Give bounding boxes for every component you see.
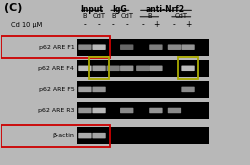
Bar xyxy=(2,125,110,147)
FancyBboxPatch shape xyxy=(92,87,106,92)
Bar xyxy=(77,127,209,144)
FancyBboxPatch shape xyxy=(149,108,162,113)
FancyBboxPatch shape xyxy=(168,108,181,113)
FancyBboxPatch shape xyxy=(120,108,134,113)
FancyBboxPatch shape xyxy=(149,44,162,50)
Bar xyxy=(77,102,209,119)
FancyBboxPatch shape xyxy=(78,108,92,113)
Text: -: - xyxy=(125,20,128,29)
FancyBboxPatch shape xyxy=(136,66,149,71)
Text: CdT: CdT xyxy=(92,13,106,19)
FancyBboxPatch shape xyxy=(120,44,134,50)
Text: -: - xyxy=(98,20,100,29)
FancyBboxPatch shape xyxy=(106,66,120,71)
FancyBboxPatch shape xyxy=(78,66,92,71)
Text: IgG: IgG xyxy=(112,5,127,15)
FancyBboxPatch shape xyxy=(92,44,106,50)
Text: Cd 10 μM: Cd 10 μM xyxy=(11,22,42,28)
Text: p62 ARE R3: p62 ARE R3 xyxy=(38,108,74,113)
FancyBboxPatch shape xyxy=(78,133,92,138)
Text: -: - xyxy=(112,20,114,29)
FancyBboxPatch shape xyxy=(181,44,195,50)
Text: β-actin: β-actin xyxy=(52,133,74,138)
Text: p62 ARE F4: p62 ARE F4 xyxy=(38,66,74,71)
Text: p62 ARE F1: p62 ARE F1 xyxy=(38,45,74,50)
FancyBboxPatch shape xyxy=(78,87,92,92)
Text: anti-Nrf2: anti-Nrf2 xyxy=(146,5,185,15)
Bar xyxy=(77,60,209,77)
Text: p62 ARE F5: p62 ARE F5 xyxy=(38,87,74,92)
Text: Input: Input xyxy=(80,5,104,15)
Text: B: B xyxy=(83,13,87,19)
Text: CdT: CdT xyxy=(175,13,188,19)
FancyBboxPatch shape xyxy=(120,66,134,71)
Text: B: B xyxy=(111,13,116,19)
Text: +: + xyxy=(153,20,159,29)
FancyBboxPatch shape xyxy=(181,66,195,71)
FancyBboxPatch shape xyxy=(149,66,162,71)
Bar xyxy=(77,39,209,56)
FancyBboxPatch shape xyxy=(78,44,92,50)
FancyBboxPatch shape xyxy=(181,87,195,92)
FancyBboxPatch shape xyxy=(92,66,106,71)
Text: -: - xyxy=(173,20,176,29)
FancyBboxPatch shape xyxy=(168,44,181,50)
Text: -: - xyxy=(84,20,86,29)
Bar xyxy=(2,36,110,58)
FancyBboxPatch shape xyxy=(92,133,106,138)
Bar xyxy=(178,57,198,79)
Text: (C): (C) xyxy=(4,3,22,13)
Text: B: B xyxy=(147,13,152,19)
Text: -: - xyxy=(142,20,144,29)
Bar xyxy=(77,81,209,98)
Text: +: + xyxy=(185,20,191,29)
Text: CdT: CdT xyxy=(120,13,133,19)
FancyBboxPatch shape xyxy=(92,108,106,113)
Bar xyxy=(90,57,109,79)
